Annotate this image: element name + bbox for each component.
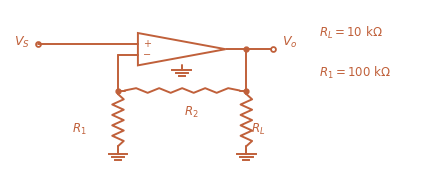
Text: $R_1$: $R_1$ (72, 122, 87, 137)
Text: −: − (143, 50, 151, 60)
Text: +: + (143, 39, 151, 49)
Text: $V_o$: $V_o$ (282, 35, 297, 50)
Text: $R_L = 10$ k$\Omega$: $R_L = 10$ k$\Omega$ (319, 25, 383, 41)
Text: $V_S$: $V_S$ (14, 35, 29, 50)
Text: $R_L$: $R_L$ (251, 122, 265, 137)
Text: $R_2$: $R_2$ (184, 105, 198, 120)
Text: $R_1 = 100$ k$\Omega$: $R_1 = 100$ k$\Omega$ (319, 64, 391, 81)
